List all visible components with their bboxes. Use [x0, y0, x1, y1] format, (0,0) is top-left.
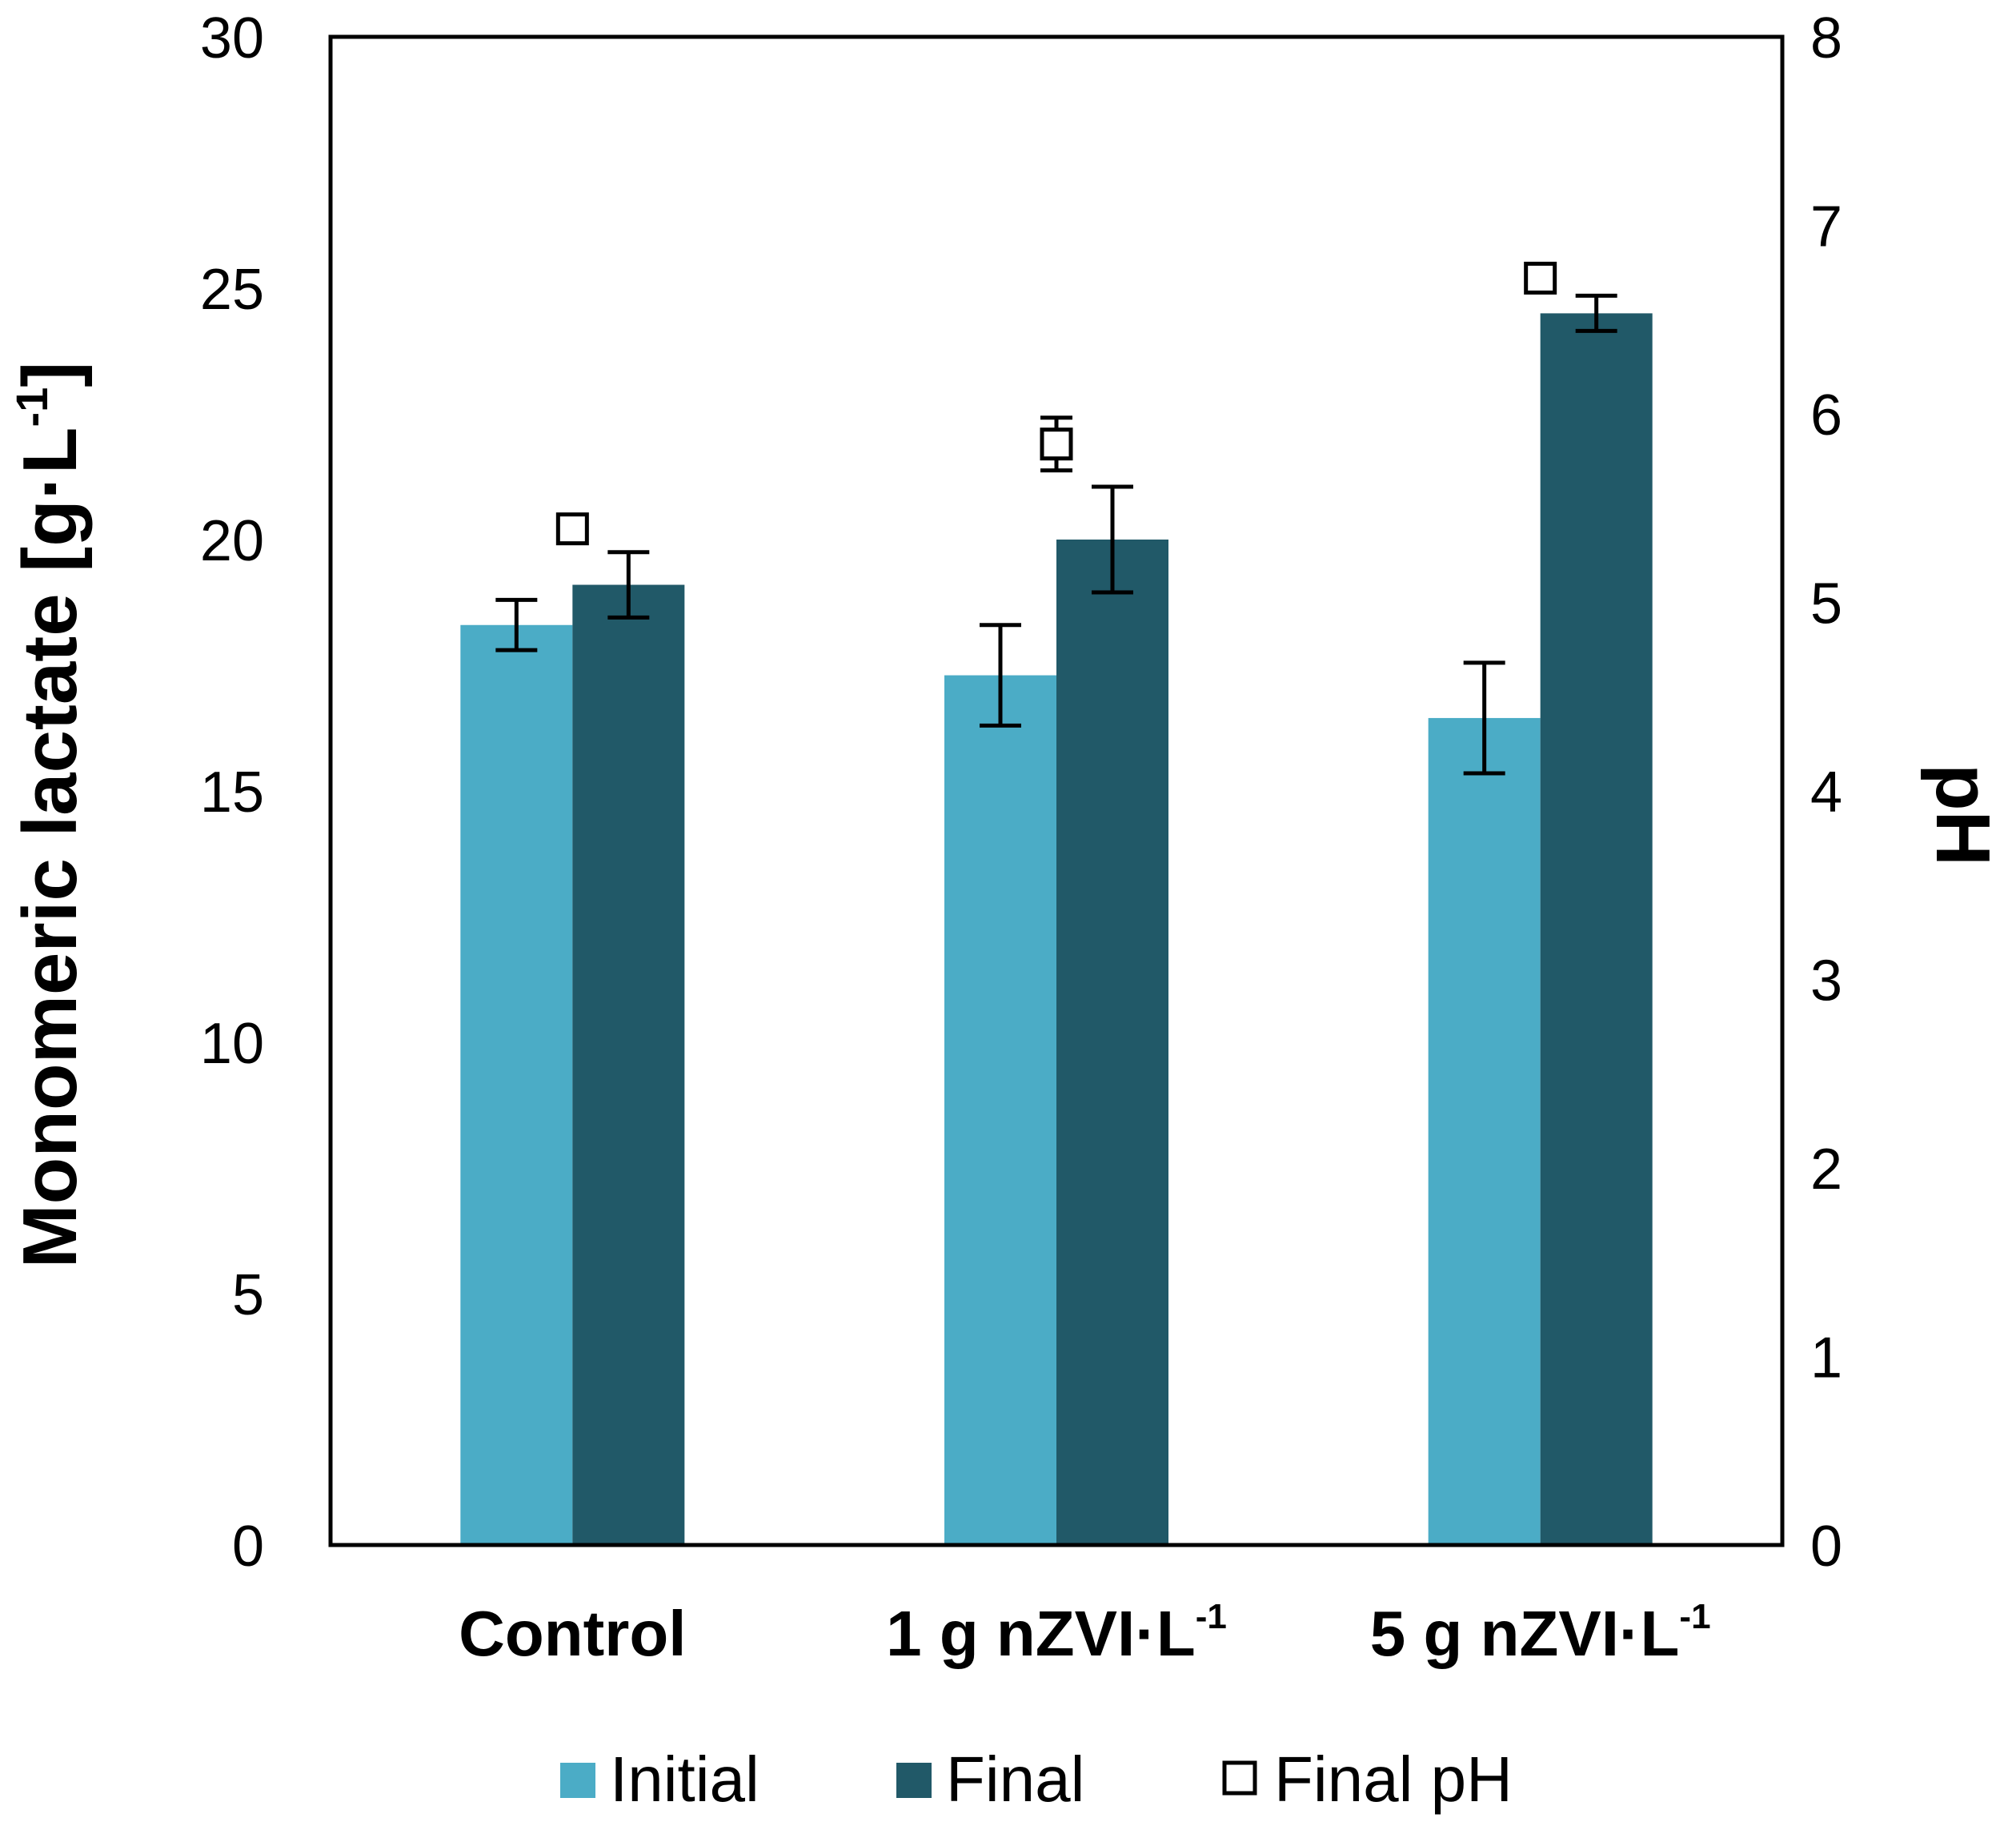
y-axis-title: Monomeric lactate [g·L-1]	[6, 362, 93, 1269]
legend-swatch-final-ph	[1222, 1760, 1257, 1796]
y2-tick-label: 2	[1810, 1138, 1842, 1202]
bar-initial-1	[944, 675, 1056, 1545]
x-tick-label: 1 g nZVI·L-1	[886, 1597, 1227, 1669]
x-tick-label-sup: -1	[1196, 1597, 1227, 1636]
error-bar-final-0	[607, 550, 650, 620]
y-tick-label: 5	[232, 1263, 264, 1327]
y-axis-title-close: ]	[7, 362, 93, 387]
y2-tick-label: 6	[1810, 383, 1842, 447]
bar-initial-2	[1428, 717, 1541, 1546]
y-tick-label: 20	[200, 509, 264, 573]
x-tick-label-sup: -1	[1679, 1597, 1710, 1636]
y-axis-title-main: Monomeric lactate [g·L	[7, 427, 93, 1268]
y2-tick-label: 8	[1810, 6, 1842, 70]
x-tick-label: 5 g nZVI·L-1	[1370, 1597, 1711, 1669]
ph-marker-0	[555, 512, 589, 546]
x-tick-label-main: Control	[459, 1598, 686, 1669]
y2-tick-label: 1	[1810, 1326, 1842, 1391]
bar-initial-0	[460, 624, 573, 1545]
y-axis-title-sup: -1	[6, 387, 57, 427]
x-tick-label-main: 1 g nZVI·L	[886, 1598, 1196, 1669]
error-bar-initial-0	[495, 597, 538, 652]
legend: Initial Final Final pH	[560, 1744, 1513, 1815]
legend-label: Initial	[610, 1744, 760, 1815]
left-axis-ticks: 0 5 10 15 20 25 30	[200, 6, 264, 1579]
y-tick-label: 25	[200, 258, 264, 322]
y2-tick-label: 3	[1810, 949, 1842, 1013]
error-bar-initial-1	[980, 623, 1021, 728]
plot-frame	[328, 34, 1785, 1547]
y2-tick-label: 4	[1810, 760, 1842, 825]
bar-final-2	[1540, 313, 1653, 1545]
x-tick-label: Control	[459, 1598, 686, 1669]
bar-final-0	[572, 584, 685, 1545]
y-tick-label: 0	[232, 1515, 264, 1579]
plot-area	[460, 261, 1653, 1546]
error-bar-initial-2	[1463, 660, 1505, 776]
y2-tick-label: 5	[1810, 572, 1842, 636]
y-tick-label: 10	[200, 1012, 264, 1076]
error-bar-final-1	[1092, 484, 1133, 595]
legend-label: Final	[946, 1744, 1084, 1815]
legend-swatch-final	[896, 1763, 932, 1798]
bar-final-1	[1056, 540, 1168, 1545]
y-tick-label: 30	[200, 6, 264, 70]
legend-swatch-initial	[560, 1763, 595, 1798]
y2-tick-label: 7	[1810, 195, 1842, 259]
x-tick-label-main: 5 g nZVI·L	[1370, 1598, 1680, 1669]
ph-marker-1	[1040, 427, 1073, 461]
ph-marker-2	[1524, 261, 1557, 295]
category-labels: Control 1 g nZVI·L-1 5 g nZVI·L-1	[459, 1597, 1710, 1669]
y2-axis-title: pH	[1920, 764, 2006, 866]
legend-label: Final pH	[1274, 1744, 1513, 1815]
y2-tick-label: 0	[1810, 1515, 1842, 1579]
y-tick-label: 15	[200, 760, 264, 825]
error-bar-final-2	[1575, 293, 1617, 333]
right-axis-ticks: 0 1 2 3 4 5 6 7 8	[1810, 6, 1842, 1579]
